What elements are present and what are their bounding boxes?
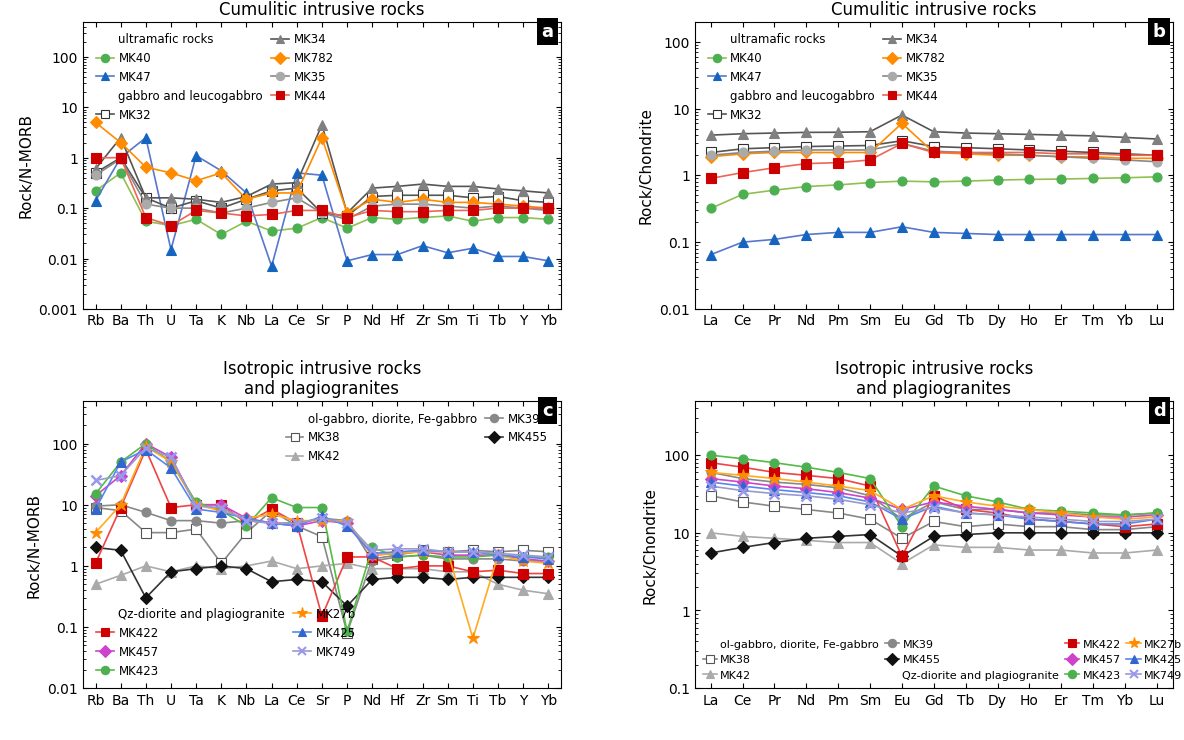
Text: d: d [1152, 402, 1165, 420]
Text: b: b [1152, 23, 1165, 41]
Title: Isotropic intrusive rocks
and plagiogranites: Isotropic intrusive rocks and plagiogran… [835, 360, 1032, 398]
Title: Cumulitic intrusive rocks: Cumulitic intrusive rocks [831, 1, 1036, 19]
Title: Isotropic intrusive rocks
and plagiogranites: Isotropic intrusive rocks and plagiogran… [223, 360, 420, 398]
Y-axis label: Rock/Chondrite: Rock/Chondrite [643, 486, 657, 603]
Text: c: c [542, 402, 553, 420]
Legend: ultramafic rocks, MK40, MK47, gabbro and leucogabbro, MK32, MK34, MK782, MK35, M: ultramafic rocks, MK40, MK47, gabbro and… [94, 31, 336, 124]
Title: Cumulitic intrusive rocks: Cumulitic intrusive rocks [219, 1, 424, 19]
Y-axis label: Rock/N-MORB: Rock/N-MORB [18, 113, 33, 218]
Legend: ultramafic rocks, MK40, MK47, gabbro and leucogabbro, MK32, MK34, MK782, MK35, M: ultramafic rocks, MK40, MK47, gabbro and… [706, 31, 947, 124]
Y-axis label: Rock/N-MORB: Rock/N-MORB [27, 492, 41, 597]
Y-axis label: Rock/Chondrite: Rock/Chondrite [638, 107, 654, 224]
Legend: ol-gabbro, diorite, Fe-gabbro, MK38, MK42, MK39, MK455, Qz-diorite and plagiogra: ol-gabbro, diorite, Fe-gabbro, MK38, MK4… [700, 637, 1184, 682]
Text: a: a [541, 23, 553, 41]
Legend: Qz-diorite and plagiogranite, MK422, MK457, MK423, MK27b, MK425, MK749: Qz-diorite and plagiogranite, MK422, MK4… [94, 605, 359, 679]
